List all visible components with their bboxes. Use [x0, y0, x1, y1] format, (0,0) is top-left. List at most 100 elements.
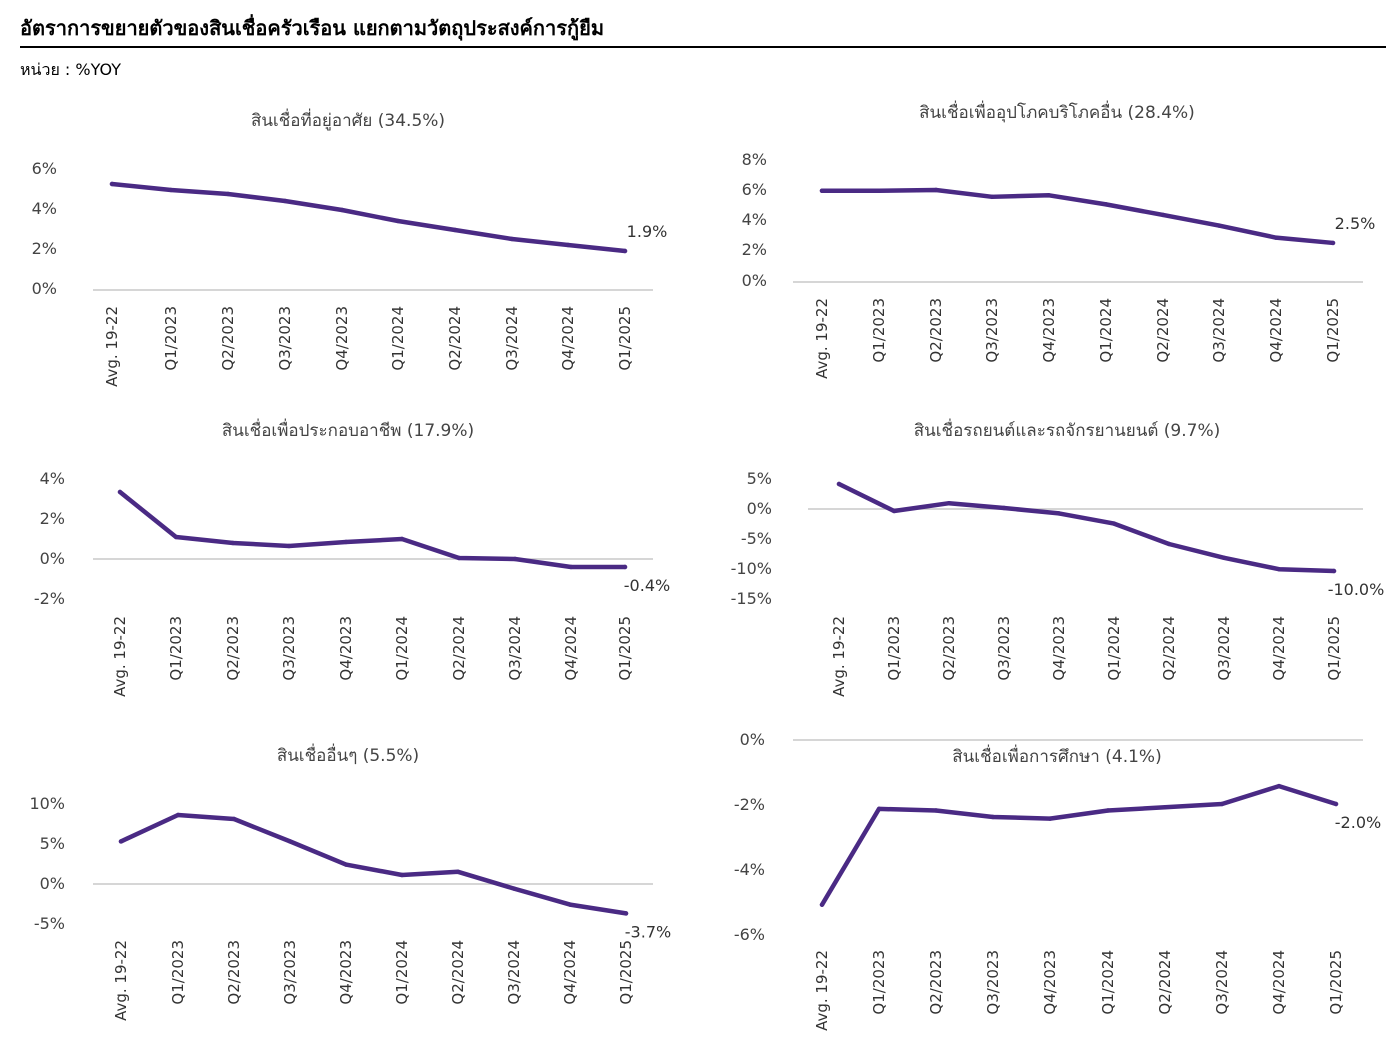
x-tick-label: Q1/2025 — [616, 616, 634, 681]
y-tick-label: 0% — [40, 874, 65, 893]
x-tick-label: Q2/2024 — [449, 940, 467, 1005]
x-tick-label: Q4/2024 — [561, 940, 579, 1005]
chart-title: สินเชื่อรถยนต์และรถจักรยานยนต์ (9.7%) — [914, 418, 1221, 441]
x-tick-label: Q1/2024 — [1097, 298, 1115, 363]
y-tick-label: 2% — [742, 240, 767, 259]
x-tick-label: Q3/2024 — [1210, 298, 1228, 363]
x-tick-label: Q2/2024 — [1154, 298, 1172, 363]
data-point — [339, 207, 345, 213]
x-tick-label: Q1/2023 — [167, 616, 185, 681]
data-point — [1047, 816, 1053, 821]
data-point — [1216, 223, 1222, 228]
x-tick-label: Avg. 19-22 — [830, 616, 848, 697]
data-point — [1162, 805, 1168, 810]
data-point — [622, 564, 628, 570]
data-point — [876, 188, 882, 193]
x-tick-label: Q3/2024 — [1213, 950, 1231, 1015]
y-tick-label: -6% — [734, 925, 765, 944]
data-point — [623, 911, 629, 916]
x-tick-label: Q1/2023 — [162, 306, 180, 371]
data-point — [989, 194, 995, 200]
y-tick-label: -4% — [734, 860, 765, 879]
data-point — [118, 839, 124, 844]
x-tick-label: Q1/2023 — [169, 940, 187, 1005]
data-point — [452, 227, 458, 233]
y-tick-label: 4% — [32, 199, 57, 218]
data-point — [946, 501, 952, 506]
x-tick-label: Avg. 19-22 — [813, 298, 831, 379]
chart-others: สินเชื่ออื่นๆ (5.5%) 10% 5% 0% -5% Avg. 19-22… — [29, 743, 671, 1021]
x-tick-label: Q3/2024 — [505, 940, 523, 1005]
chart-title: สินเชื่ออื่นๆ (5.5%) — [277, 743, 419, 766]
chart-business: สินเชื่อเพื่อประกอบอาชีพ (17.9%) 4% 2% 0% -2… — [34, 418, 670, 697]
y-tick-label: 0% — [747, 499, 772, 518]
last-value-label: -3.7% — [625, 922, 671, 941]
data-point — [230, 540, 236, 546]
series-line — [819, 783, 1339, 907]
data-point — [819, 188, 825, 193]
x-tick-label: Avg. 19-22 — [111, 616, 129, 697]
data-point — [395, 218, 401, 224]
data-point — [175, 812, 181, 818]
chart-consumption: สินเชื่อเพื่ออุปโภคบริโภคอื่น (28.4%) 8% 6… — [742, 100, 1376, 379]
data-point — [286, 543, 292, 549]
y-tick-label: 2% — [32, 239, 57, 258]
data-point — [1166, 541, 1172, 547]
data-point — [1221, 555, 1227, 560]
x-tick-label: Q2/2023 — [940, 616, 958, 681]
y-tick-label: 0% — [742, 271, 767, 290]
x-tick-label: Q2/2023 — [219, 306, 237, 371]
data-point — [287, 839, 293, 844]
x-tick-label: Q1/2025 — [616, 306, 634, 371]
y-tick-label: 4% — [742, 210, 767, 229]
y-tick-label: -2% — [734, 795, 765, 814]
data-point — [891, 508, 897, 514]
data-point — [1333, 801, 1339, 807]
page-title: อัตราการขยายตัวของสินเชื่อครัวเรือน แยกต… — [20, 16, 605, 40]
chart-auto: สินเชื่อรถยนต์และรถจักรยานยนต์ (9.7%) 5% 0… — [731, 418, 1385, 697]
data-point — [511, 886, 517, 891]
x-tick-label: Q1/2025 — [1324, 298, 1342, 363]
data-point — [456, 555, 462, 561]
data-point — [343, 862, 349, 867]
chart-title: สินเชื่อเพื่อประกอบอาชีพ (17.9%) — [222, 418, 474, 441]
last-value-label: 1.9% — [627, 222, 668, 241]
x-tick-label: Q4/2024 — [559, 306, 577, 371]
data-point — [876, 806, 882, 812]
y-tick-label: 8% — [742, 150, 767, 169]
last-value-label: -0.4% — [624, 576, 670, 595]
x-tick-label: Q4/2023 — [1040, 298, 1058, 363]
x-tick-label: Q4/2024 — [1270, 616, 1288, 681]
x-tick-label: Q2/2024 — [450, 616, 468, 681]
data-point — [109, 181, 115, 187]
data-point — [1219, 801, 1225, 807]
data-point — [343, 539, 349, 545]
data-point — [1331, 568, 1337, 574]
y-tick-label: -2% — [34, 589, 65, 608]
data-point — [455, 869, 461, 874]
y-tick-label: 5% — [40, 834, 65, 853]
x-tick-label: Q2/2023 — [224, 616, 242, 681]
data-point — [567, 902, 573, 907]
data-point — [512, 556, 518, 562]
x-tick-label: Q1/2024 — [1099, 950, 1117, 1015]
data-point — [622, 248, 628, 254]
data-point — [282, 198, 288, 204]
x-tick-label: Q2/2024 — [446, 306, 464, 371]
data-point — [1276, 783, 1282, 789]
chart-title: สินเชื่อเพื่ออุปโภคบริโภคอื่น (28.4%) — [919, 100, 1195, 123]
last-value-label: -2.0% — [1335, 813, 1381, 832]
y-tick-label: -5% — [741, 529, 772, 548]
data-point — [990, 814, 996, 820]
data-point — [1273, 235, 1279, 240]
data-point — [509, 236, 515, 242]
x-tick-label: Q4/2024 — [562, 616, 580, 681]
x-tick-label: Q3/2023 — [280, 616, 298, 681]
last-value-label: -10.0% — [1328, 580, 1385, 599]
x-tick-label: Q2/2023 — [927, 298, 945, 363]
x-tick-label: Q1/2025 — [617, 940, 635, 1005]
x-tick-label: Q2/2024 — [1160, 616, 1178, 681]
series-line — [109, 181, 628, 254]
data-point — [117, 489, 123, 495]
